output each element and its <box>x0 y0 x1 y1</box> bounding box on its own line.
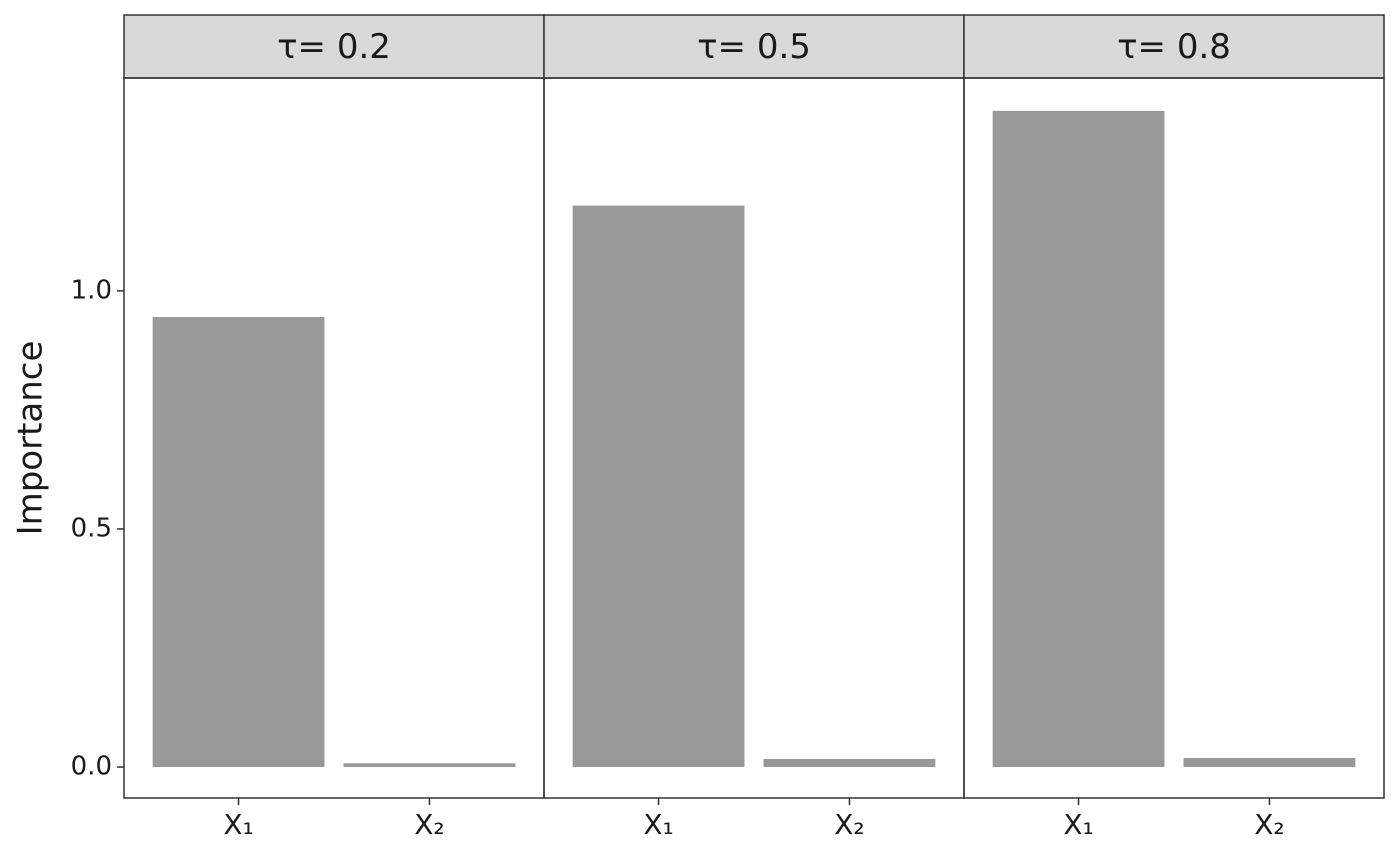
bar <box>572 205 745 768</box>
facet-strip <box>963 14 1385 79</box>
facet-strip <box>123 14 545 79</box>
bar <box>343 763 516 768</box>
x-tick-label: X₂ <box>1254 808 1284 841</box>
y-axis-title: Importance <box>11 341 51 536</box>
x-tick-label: X₁ <box>643 808 673 841</box>
x-tick-label: X₂ <box>834 808 864 841</box>
facet-title: τ= 0.8 <box>1117 27 1231 67</box>
y-tick-label: 1.0 <box>71 275 112 305</box>
bar <box>1183 758 1356 768</box>
facet-title: τ= 0.5 <box>697 27 811 67</box>
facet-strip <box>543 14 965 79</box>
bar <box>152 317 325 768</box>
x-tick-label: X₁ <box>223 808 253 841</box>
x-tick-label: X₁ <box>1063 808 1093 841</box>
panel-border <box>963 77 1385 799</box>
facet-title: τ= 0.2 <box>277 27 391 67</box>
y-tick-label: 0.0 <box>71 752 112 782</box>
bar <box>763 758 936 768</box>
y-tick-label: 0.5 <box>71 513 112 543</box>
x-tick-label: X₂ <box>414 808 444 841</box>
bar <box>992 110 1165 768</box>
